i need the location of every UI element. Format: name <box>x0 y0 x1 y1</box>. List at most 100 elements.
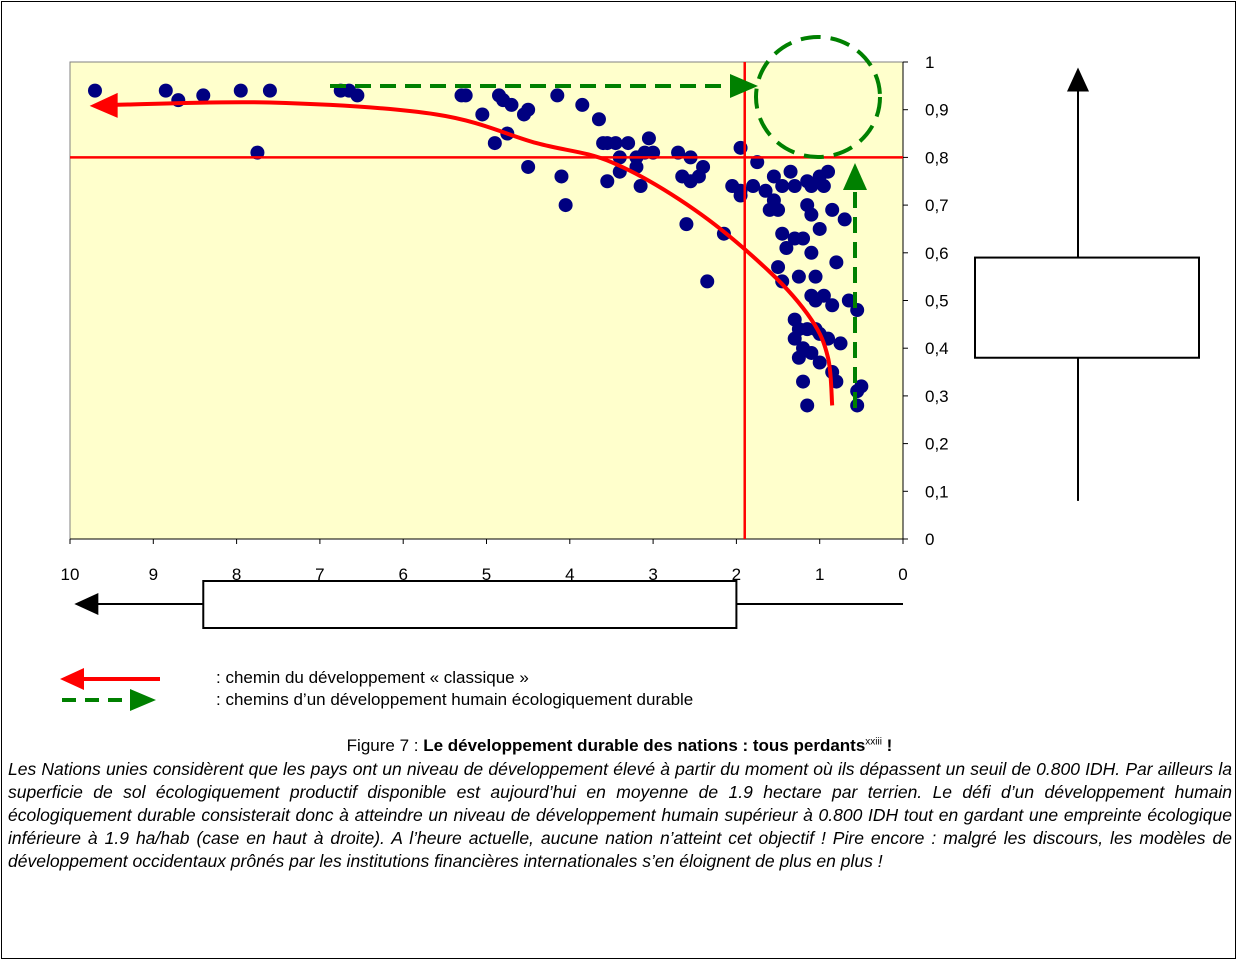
x-tick-label: 0 <box>898 565 907 584</box>
x-tick-label: 10 <box>61 565 80 584</box>
data-point <box>775 226 790 241</box>
data-point <box>633 179 648 194</box>
data-point <box>750 155 765 170</box>
data-point <box>475 107 490 122</box>
y-tick-label: 0,9 <box>925 101 949 120</box>
data-point <box>796 231 811 246</box>
sustainable-arrowhead-up <box>843 163 867 190</box>
data-point <box>554 169 569 184</box>
y-tick-label: 0,4 <box>925 339 949 358</box>
x-tick-label: 5 <box>482 565 491 584</box>
figure-prefix: Figure 7 : <box>346 736 424 755</box>
data-point <box>504 97 519 112</box>
data-point <box>646 145 661 160</box>
data-point <box>837 212 852 227</box>
data-point <box>641 131 656 146</box>
data-point <box>804 207 819 222</box>
x-tick-label: 7 <box>315 565 324 584</box>
figure-title: Figure 7 : Le développement durable des … <box>0 736 1239 756</box>
data-point <box>804 345 819 360</box>
data-point <box>521 159 536 174</box>
x-tick-label: 1 <box>815 565 824 584</box>
data-point <box>608 136 623 151</box>
x-axis: 10 9 8 7 6 5 4 3 2 1 0 <box>61 538 908 584</box>
data-point <box>812 355 827 370</box>
legend-classic-label: : chemin du développement « classique » <box>216 668 529 687</box>
data-point <box>766 169 781 184</box>
data-point <box>87 83 102 98</box>
target-zone-ellipse <box>754 35 882 159</box>
scatter-chart: 00,10,20,30,40,50,60,70,80,91 10 9 8 7 6 5 4 3 2… <box>60 35 1200 711</box>
y-tick-label: 0,8 <box>925 148 949 167</box>
data-point <box>262 83 277 98</box>
data-point <box>158 83 173 98</box>
data-point <box>812 221 827 236</box>
data-point <box>841 293 856 308</box>
boxplot-x <box>74 580 903 629</box>
data-point <box>600 174 615 189</box>
data-point <box>850 303 865 318</box>
data-point <box>487 136 502 151</box>
data-point <box>758 183 773 198</box>
boxplot-y <box>974 67 1200 501</box>
data-point <box>783 164 798 179</box>
legend-sustainable-label: : chemins d’un développement humain écol… <box>216 690 694 709</box>
data-point <box>796 374 811 389</box>
data-point <box>816 288 831 303</box>
y-tick-label: 0,2 <box>925 435 949 454</box>
data-point <box>804 245 819 260</box>
boxplot-y-arrowhead <box>1067 67 1089 92</box>
y-tick-label: 0,6 <box>925 244 949 263</box>
data-point <box>233 83 248 98</box>
classic-path-curve <box>111 100 835 406</box>
y-tick-label: 0,5 <box>925 292 949 311</box>
y-tick-label: 0,1 <box>925 482 949 501</box>
data-point <box>596 136 611 151</box>
data-points <box>87 83 869 413</box>
data-point <box>458 88 473 103</box>
legend-classic-arrowhead <box>60 668 84 690</box>
data-point <box>804 179 819 194</box>
boxplot-x-arrowhead <box>74 593 99 615</box>
x-tick-label: 3 <box>648 565 657 584</box>
y-tick-label: 1 <box>925 53 934 72</box>
legend-sustainable-arrowhead <box>130 689 156 711</box>
figure-footnote-ref: xxiii <box>865 736 882 748</box>
data-point <box>808 269 823 284</box>
data-point <box>679 217 694 232</box>
x-tick-label: 9 <box>149 565 158 584</box>
data-point <box>850 398 865 413</box>
data-point <box>575 97 590 112</box>
data-point <box>691 169 706 184</box>
data-point <box>779 241 794 256</box>
classic-path-arrowhead <box>89 92 118 118</box>
data-point <box>825 298 840 313</box>
data-point <box>671 145 686 160</box>
data-point <box>829 255 844 270</box>
data-point <box>621 136 636 151</box>
data-point <box>771 260 786 275</box>
data-point <box>558 198 573 213</box>
figure-title-suffix: ! <box>881 736 893 755</box>
data-point <box>746 179 761 194</box>
data-point <box>850 384 865 399</box>
data-point <box>791 269 806 284</box>
boxplot-x-box <box>202 580 738 629</box>
y-tick-label: 0,3 <box>925 387 949 406</box>
data-point <box>800 398 815 413</box>
data-point <box>775 179 790 194</box>
y-axis: 0 0,1 0,2 0,3 0,4 0,5 0,6 0,7 0,8 0,9 1 <box>902 53 949 549</box>
x-tick-label: 6 <box>398 565 407 584</box>
legend-symbols <box>60 668 160 711</box>
x-tick-label: 8 <box>232 565 241 584</box>
data-point <box>250 145 265 160</box>
data-point <box>591 112 606 127</box>
y-tick-label: 0 <box>925 530 934 549</box>
figure-title-text: Le développement durable des nations : t… <box>423 736 866 755</box>
data-point <box>550 88 565 103</box>
data-point <box>196 88 211 103</box>
data-point <box>791 350 806 365</box>
y-tick-label: 0,7 <box>925 196 949 215</box>
figure-caption: Les Nations unies considèrent que les pa… <box>8 759 1232 871</box>
